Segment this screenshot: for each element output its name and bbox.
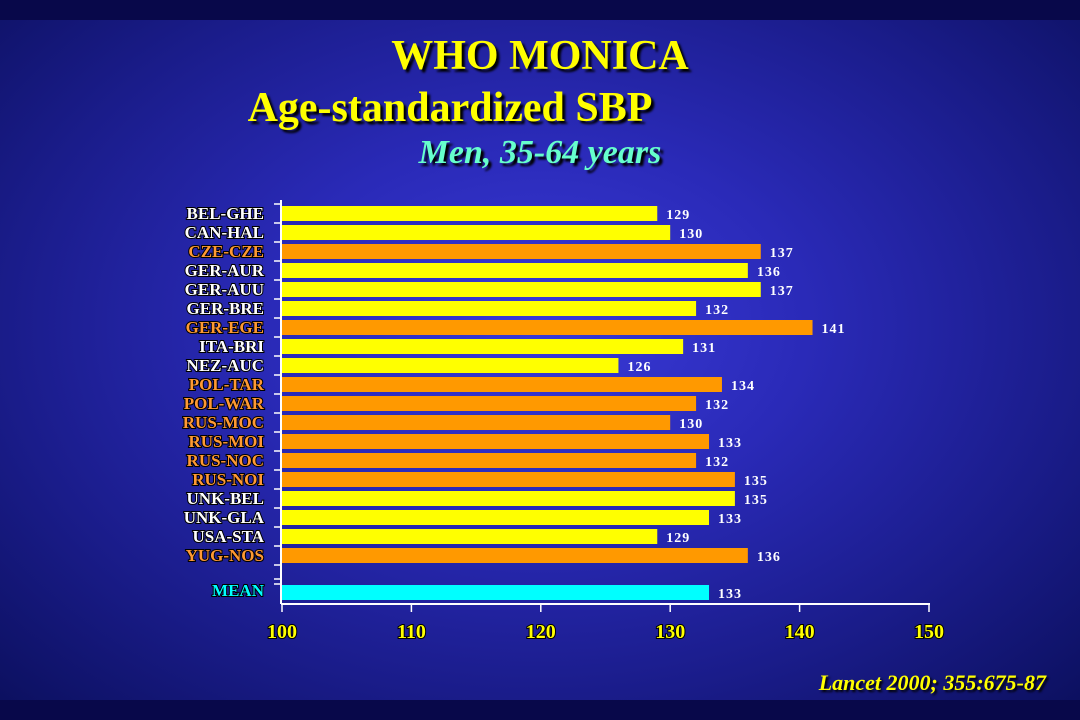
category-label: BEL-GHE <box>187 204 264 223</box>
bar-ger-ege <box>282 320 813 335</box>
category-label: RUS-MOI <box>188 432 264 451</box>
bar-mean <box>282 585 710 600</box>
mean-label: MEAN <box>212 581 265 600</box>
bar-rus-noi <box>282 472 735 487</box>
bar-bel-ghe <box>282 206 658 221</box>
value-label: 135 <box>744 474 768 489</box>
x-tick-label: 130 <box>655 621 685 643</box>
value-label: 135 <box>744 493 768 508</box>
x-tick-label: 110 <box>397 621 426 643</box>
category-label: POL-TAR <box>189 375 265 394</box>
category-label: UNK-GLA <box>184 508 265 527</box>
bar-ger-bre <box>282 301 697 316</box>
category-label: GER-AUR <box>185 261 265 280</box>
category-label: UNK-BEL <box>187 489 264 508</box>
bar-rus-moi <box>282 434 710 449</box>
category-label: USA-STA <box>193 527 265 546</box>
value-label: 129 <box>666 531 690 546</box>
category-label: POL-WAR <box>184 394 265 413</box>
bar-usa-sta <box>282 529 658 544</box>
bar-can-hal <box>282 225 671 240</box>
category-label: NEZ-AUC <box>187 356 264 375</box>
category-label: CAN-HAL <box>185 223 264 242</box>
category-label: GER-BRE <box>187 299 264 318</box>
value-label: 132 <box>705 398 729 413</box>
value-label: 133 <box>718 436 742 451</box>
category-label: GER-AUU <box>185 280 264 299</box>
value-label: 130 <box>679 417 703 432</box>
bar-nez-auc <box>282 358 619 373</box>
value-label: 132 <box>705 455 729 470</box>
title-line3: Men, 35-64 years <box>418 134 662 171</box>
bar-unk-bel <box>282 491 735 506</box>
x-tick-label: 100 <box>267 621 297 643</box>
bar-rus-moc <box>282 415 671 430</box>
value-label: 129 <box>666 208 690 223</box>
value-label: 137 <box>770 284 794 299</box>
bar-pol-war <box>282 396 697 411</box>
bar-pol-tar <box>282 377 722 392</box>
value-label: 134 <box>731 379 755 394</box>
category-label: CZE-CZE <box>188 242 264 261</box>
bar-ger-auu <box>282 282 761 297</box>
value-label: 132 <box>705 303 729 318</box>
category-label: YUG-NOS <box>186 546 264 565</box>
title-line2: Age-standardized SBP <box>247 85 653 131</box>
value-label: 131 <box>692 341 716 356</box>
source-citation: Lancet 2000; 355:675-87 <box>818 670 1046 695</box>
category-label: ITA-BRI <box>199 337 264 356</box>
bar-yug-nos <box>282 548 748 563</box>
value-label: 136 <box>757 265 781 280</box>
bar-ita-bri <box>282 339 684 354</box>
bar-rus-noc <box>282 453 697 468</box>
category-label: RUS-MOC <box>183 413 264 432</box>
value-label: 141 <box>822 322 846 337</box>
mean-value-label: 133 <box>718 587 742 602</box>
value-label: 130 <box>679 227 703 242</box>
category-label: RUS-NOI <box>192 470 264 489</box>
value-label: 133 <box>718 512 742 527</box>
bar-ger-aur <box>282 263 748 278</box>
value-label: 126 <box>627 360 651 375</box>
x-tick-label: 120 <box>526 621 556 643</box>
bar-unk-gla <box>282 510 710 525</box>
value-label: 137 <box>770 246 794 261</box>
category-label: GER-EGE <box>186 318 264 337</box>
title-line1: WHO MONICA <box>391 33 689 79</box>
bar-cze-cze <box>282 244 761 259</box>
x-tick-label: 150 <box>914 621 944 643</box>
value-label: 136 <box>757 550 781 565</box>
category-label: RUS-NOC <box>187 451 264 470</box>
x-tick-label: 140 <box>785 621 815 643</box>
